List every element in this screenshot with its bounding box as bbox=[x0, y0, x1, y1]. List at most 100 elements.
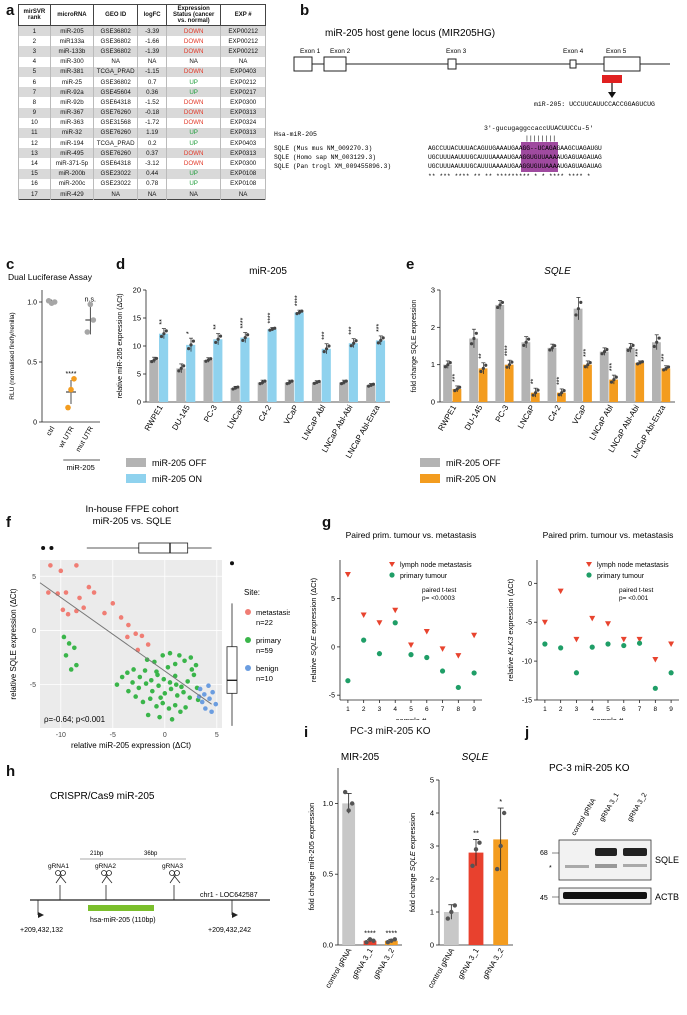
data-point bbox=[216, 337, 220, 341]
significance-label: **** bbox=[66, 371, 77, 378]
legend-marker bbox=[389, 572, 395, 578]
legend-label: primary tumour bbox=[597, 573, 645, 580]
legend-label: miR-205 ON bbox=[152, 474, 202, 484]
bar bbox=[493, 839, 509, 945]
data-point bbox=[87, 301, 94, 308]
exon-label: Exon 4 bbox=[563, 48, 584, 55]
boxplot-outlier bbox=[230, 561, 234, 566]
exon-label: Exon 2 bbox=[330, 48, 351, 55]
x-tick-label: 1 bbox=[346, 706, 350, 713]
data-point bbox=[136, 685, 142, 691]
significance-label: * bbox=[499, 797, 502, 806]
lane-label: gRNA 3_1 bbox=[599, 792, 621, 823]
data-point bbox=[392, 937, 398, 942]
data-point bbox=[63, 653, 69, 658]
data-point bbox=[346, 808, 351, 813]
significance-label: **** bbox=[240, 317, 247, 328]
data-point bbox=[60, 607, 66, 613]
primary-tumour-point bbox=[392, 620, 398, 626]
bar bbox=[652, 342, 661, 402]
hsa-label: Hsa-miR-205 bbox=[274, 131, 317, 138]
table-cell: GSE64318 bbox=[93, 158, 139, 169]
bar bbox=[661, 368, 671, 402]
data-point bbox=[162, 332, 166, 336]
table-cell: 15 bbox=[18, 168, 51, 179]
data-point bbox=[477, 840, 482, 845]
table-cell: EXP00212 bbox=[220, 46, 266, 57]
legend-title: Site: bbox=[244, 588, 260, 597]
lymph-node-metastasis-point bbox=[392, 607, 399, 614]
data-point bbox=[342, 380, 346, 384]
table-row: 9 miR-367 GSE76260 -0.18 DOWN EXP0313 bbox=[18, 107, 266, 118]
panel-label: j bbox=[525, 724, 530, 741]
panel-e: e SQLE 0 1 2 3 fold change SQLE expression ***… bbox=[400, 252, 687, 492]
data-point bbox=[443, 365, 448, 369]
bar bbox=[547, 347, 557, 402]
group-label: miR-205 bbox=[66, 463, 94, 472]
x-tick-label: ctrl bbox=[46, 425, 57, 437]
data-point bbox=[206, 358, 210, 362]
legend-count: n=59 bbox=[256, 646, 273, 655]
data-point bbox=[268, 328, 272, 332]
data-point bbox=[167, 680, 173, 685]
table-cell: 0.44 bbox=[137, 168, 167, 179]
significance-label: *** bbox=[557, 376, 564, 384]
table-cell: TCGA_PRAD bbox=[93, 66, 139, 77]
significance-label: n.s. bbox=[85, 297, 96, 304]
data-point bbox=[241, 338, 245, 343]
table-cell: NA bbox=[165, 56, 222, 67]
panel-label: i bbox=[304, 724, 309, 741]
lymph-node-metastasis-point bbox=[471, 632, 478, 639]
data-point bbox=[133, 631, 138, 637]
data-point bbox=[290, 379, 294, 383]
table-cell: -1.52 bbox=[137, 97, 167, 108]
bar bbox=[342, 803, 356, 945]
regression-line bbox=[39, 582, 212, 705]
exon-label: Exon 3 bbox=[446, 48, 467, 55]
data-point bbox=[496, 305, 500, 310]
coord-left: +209,432,132 bbox=[20, 927, 63, 934]
data-point bbox=[533, 391, 538, 395]
exon-label: Exon 1 bbox=[300, 48, 321, 55]
y-tick-label: 1.0 bbox=[323, 799, 333, 808]
data-point bbox=[285, 382, 289, 386]
chr-label: chr1 - LOC642587 bbox=[200, 892, 258, 899]
table-cell: DOWN bbox=[165, 107, 222, 118]
x-tick-label: 5 bbox=[409, 706, 413, 713]
bar bbox=[495, 304, 505, 402]
data-point bbox=[160, 700, 166, 706]
data-point bbox=[233, 386, 238, 390]
data-point bbox=[142, 668, 148, 673]
table-cell: miR-25 bbox=[49, 76, 95, 88]
x-tick-label: wt UTR bbox=[57, 426, 75, 451]
bar bbox=[203, 360, 213, 402]
x-tick-label: gRNA 3_1 bbox=[456, 947, 481, 981]
table-header: logFC bbox=[137, 4, 167, 26]
x-tick-label: PC-3 bbox=[494, 403, 511, 424]
data-point bbox=[150, 688, 155, 694]
table-header: microRNA bbox=[49, 4, 95, 26]
data-point bbox=[197, 686, 203, 692]
mir205-region bbox=[88, 905, 154, 911]
data-point bbox=[381, 336, 385, 340]
y-axis-label: relative SQLE expression (ΔCt) bbox=[309, 577, 318, 682]
data-point bbox=[349, 801, 355, 806]
data-point bbox=[354, 339, 358, 343]
significance-label: *** bbox=[349, 326, 356, 334]
table-cell: miR-429 bbox=[49, 189, 95, 200]
data-point bbox=[150, 359, 154, 364]
exon-label: Exon 5 bbox=[606, 48, 627, 55]
lymph-node-metastasis-point bbox=[541, 619, 548, 626]
data-point bbox=[66, 641, 72, 646]
stats-label: p= <0.001 bbox=[619, 595, 649, 602]
legend-label: lymph node metastasis bbox=[400, 562, 472, 569]
bar bbox=[149, 360, 159, 402]
data-point bbox=[126, 688, 131, 694]
data-point bbox=[349, 344, 353, 348]
blot-title: PC-3 miR-205 KO bbox=[549, 763, 630, 774]
table-cell: 0.78 bbox=[137, 178, 167, 189]
table-cell: EXP0313 bbox=[220, 127, 266, 139]
data-point bbox=[110, 601, 116, 606]
data-point bbox=[312, 381, 316, 385]
table-cell: DOWN bbox=[165, 117, 222, 128]
